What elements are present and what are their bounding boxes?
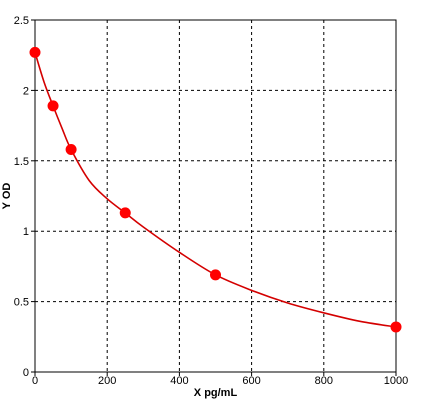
y-tick-label: 0.5 xyxy=(14,297,29,309)
x-tick-label: 600 xyxy=(242,375,260,387)
x-tick-label: 0 xyxy=(32,375,38,387)
y-tick-label: 2 xyxy=(23,85,29,97)
grid xyxy=(35,20,396,372)
data-point xyxy=(390,321,402,333)
x-tick-label: 800 xyxy=(315,375,333,387)
data-points xyxy=(29,46,402,333)
axis-ticks: 0 200 400 600 800 1000 0 0.5 1 1.5 2 2.5 xyxy=(14,15,409,387)
x-tick-label: 200 xyxy=(98,375,116,387)
data-point xyxy=(210,269,221,281)
data-point xyxy=(119,207,131,219)
fitted-curve xyxy=(34,52,397,328)
x-tick-label: 400 xyxy=(170,375,188,387)
plot-frame xyxy=(34,19,397,373)
y-tick-label: 2.5 xyxy=(14,15,29,27)
x-axis-title: X pg/mL xyxy=(194,387,238,399)
y-tick-label: 1.5 xyxy=(14,156,29,168)
data-point xyxy=(65,144,77,156)
y-tick-label: 1 xyxy=(23,226,29,238)
y-tick-label: 0 xyxy=(23,367,29,379)
y-axis-title: Y OD xyxy=(1,183,13,210)
data-point xyxy=(47,100,59,112)
x-tick-label: 1000 xyxy=(384,375,408,387)
data-point xyxy=(29,46,41,58)
